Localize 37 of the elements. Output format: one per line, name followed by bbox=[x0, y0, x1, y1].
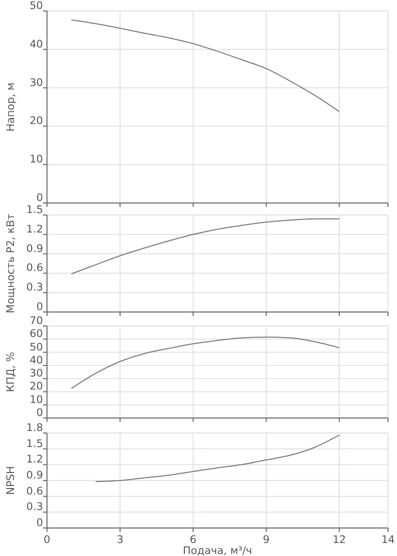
x-tick-label: 9 bbox=[262, 534, 270, 546]
x-tick-label: 12 bbox=[332, 534, 346, 546]
y-tick-label: 0.3 bbox=[26, 501, 43, 514]
y-tick-label: 0.6 bbox=[26, 485, 44, 498]
y-axis-title: КПД, % bbox=[5, 352, 17, 392]
y-tick-label: 10 bbox=[30, 154, 43, 166]
y-tick-label: 0.3 bbox=[26, 282, 43, 294]
y-tick-label: 1.8 bbox=[26, 422, 43, 434]
y-tick-label: 0 bbox=[36, 301, 43, 313]
y-axis-title: Напор, м bbox=[5, 82, 17, 132]
y-tick-label: 0.9 bbox=[26, 242, 43, 255]
y-tick-label: 50 bbox=[30, 0, 43, 12]
x-tick-label: 14 bbox=[381, 534, 395, 546]
y-tick-label: 20 bbox=[30, 380, 43, 393]
x-axis-title: Подача, м³/ч bbox=[182, 545, 252, 556]
x-tick-label: 3 bbox=[116, 534, 124, 546]
y-tick-label: 40 bbox=[30, 354, 43, 366]
y-tick-label: 50 bbox=[30, 341, 43, 354]
y-tick-label: 70 bbox=[30, 315, 43, 327]
y-tick-label: 40 bbox=[30, 38, 43, 50]
y-axis-title: Мощность P2, кВт bbox=[5, 214, 17, 314]
y-tick-label: 1.5 bbox=[26, 438, 43, 450]
y-tick-label: 1.2 bbox=[26, 223, 43, 236]
y-tick-label: 30 bbox=[30, 76, 43, 89]
y-tick-label: 0 bbox=[36, 407, 43, 419]
y-tick-label: 1.2 bbox=[26, 454, 43, 466]
y-tick-label: 1.5 bbox=[26, 204, 43, 216]
y-tick-label: 30 bbox=[30, 368, 43, 380]
y-tick-label: 0.9 bbox=[26, 470, 43, 482]
x-tick-label: 6 bbox=[190, 534, 197, 546]
y-tick-label: 10 bbox=[30, 394, 43, 406]
y-axis-title: NPSH bbox=[5, 466, 17, 495]
y-tick-label: 0 bbox=[36, 517, 43, 529]
y-tick-label: 0 bbox=[36, 192, 43, 204]
y-tick-label: 0.6 bbox=[26, 262, 44, 274]
y-tick-label: 60 bbox=[30, 328, 43, 340]
y-tick-label: 20 bbox=[30, 115, 43, 128]
